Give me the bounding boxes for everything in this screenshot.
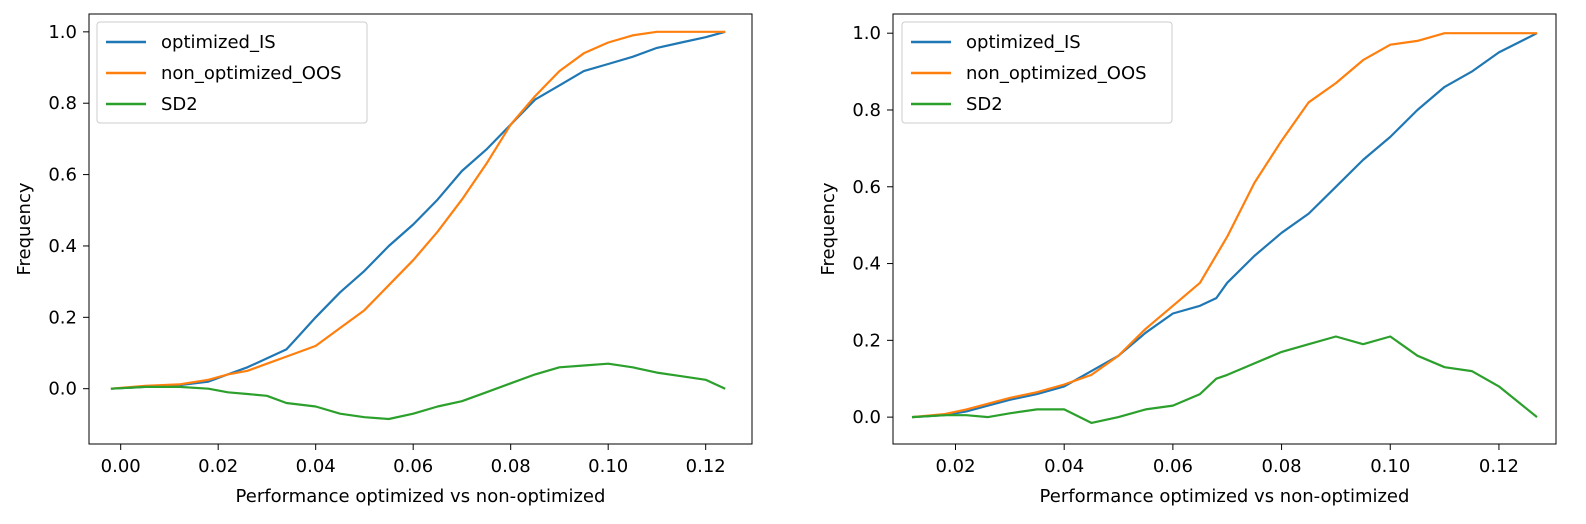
left-y-tick-label: 1.0 [48,22,77,43]
left-y-tick-label: 0.8 [48,93,77,114]
right-y-tick-label: 0.0 [852,407,881,428]
right-series-lines [911,32,1538,424]
left-series-line-non-optimized-oos [110,30,726,390]
left-series-lines [110,30,726,421]
right-x-tick-label: 0.06 [1153,456,1193,477]
right-legend: optimized_IS non_optimized_OOS SD2 [901,21,1173,124]
right-series-line-sd2 [911,335,1538,424]
left-series-line-sd2 [110,362,726,421]
right-series-line-non-optimized-oos [911,32,1537,419]
right-y-axis: 0.0 0.2 0.4 0.6 0.8 1.0 [852,23,893,428]
right-y-tick-label: 0.4 [852,254,881,275]
left-y-tick-label: 0.4 [48,236,77,257]
left-legend: optimized_IS non_optimized_OOS SD2 [96,21,368,124]
left-series-line-optimized-is [110,30,726,390]
left-legend-box [96,21,368,124]
left-y-tick-label: 0.0 [48,379,77,400]
right-x-tick-label: 0.12 [1479,456,1519,477]
right-y-tick-label: 1.0 [852,23,881,44]
left-x-tick-label: 0.12 [686,456,726,477]
left-x-tick-label: 0.04 [296,456,336,477]
right-legend-box [901,21,1173,124]
right-y-tick-label: 0.8 [852,100,881,121]
left-x-tick-label: 0.08 [491,456,531,477]
right-x-axis: 0.02 0.04 0.06 0.08 0.10 0.12 [935,444,1519,477]
left-legend-label-optimized-is: optimized_IS [161,32,276,53]
right-x-tick-label: 0.10 [1370,456,1410,477]
left-x-axis-label: Performance optimized vs non-optimized [236,486,606,507]
left-y-tick-label: 0.2 [48,307,77,328]
right-y-tick-label: 0.2 [852,330,881,351]
left-y-tick-label: 0.6 [48,165,77,186]
right-y-axis-label: Frequency [818,182,839,275]
left-x-tick-label: 0.02 [198,456,238,477]
right-legend-label-non-optimized-oos: non_optimized_OOS [966,63,1147,84]
left-y-axis-label: Frequency [14,182,35,275]
right-y-tick-label: 0.6 [852,177,881,198]
left-x-tick-label: 0.00 [101,456,141,477]
left-x-axis: 0.00 0.02 0.04 0.06 0.08 0.10 0.12 [101,444,726,477]
right-chart: 0.02 0.04 0.06 0.08 0.10 0.12 0.0 0.2 0.4 0.6 0.8… [818,13,1557,507]
left-x-tick-label: 0.10 [588,456,628,477]
right-series-line-optimized-is [911,32,1538,419]
right-legend-label-optimized-is: optimized_IS [966,32,1081,53]
left-x-tick-label: 0.06 [393,456,433,477]
left-legend-label-non-optimized-oos: non_optimized_OOS [161,63,342,84]
left-y-axis: 0.0 0.2 0.4 0.6 0.8 1.0 [48,22,89,400]
left-chart: 0.00 0.02 0.04 0.06 0.08 0.10 0.12 0.00.20.40.… [14,13,753,507]
right-x-tick-label: 0.02 [935,456,975,477]
right-x-tick-label: 0.04 [1044,456,1084,477]
left-legend-label-sd2: SD2 [161,94,198,115]
right-x-tick-label: 0.08 [1262,456,1302,477]
right-x-axis-label: Performance optimized vs non-optimized [1040,486,1410,507]
right-legend-label-sd2: SD2 [966,94,1003,115]
